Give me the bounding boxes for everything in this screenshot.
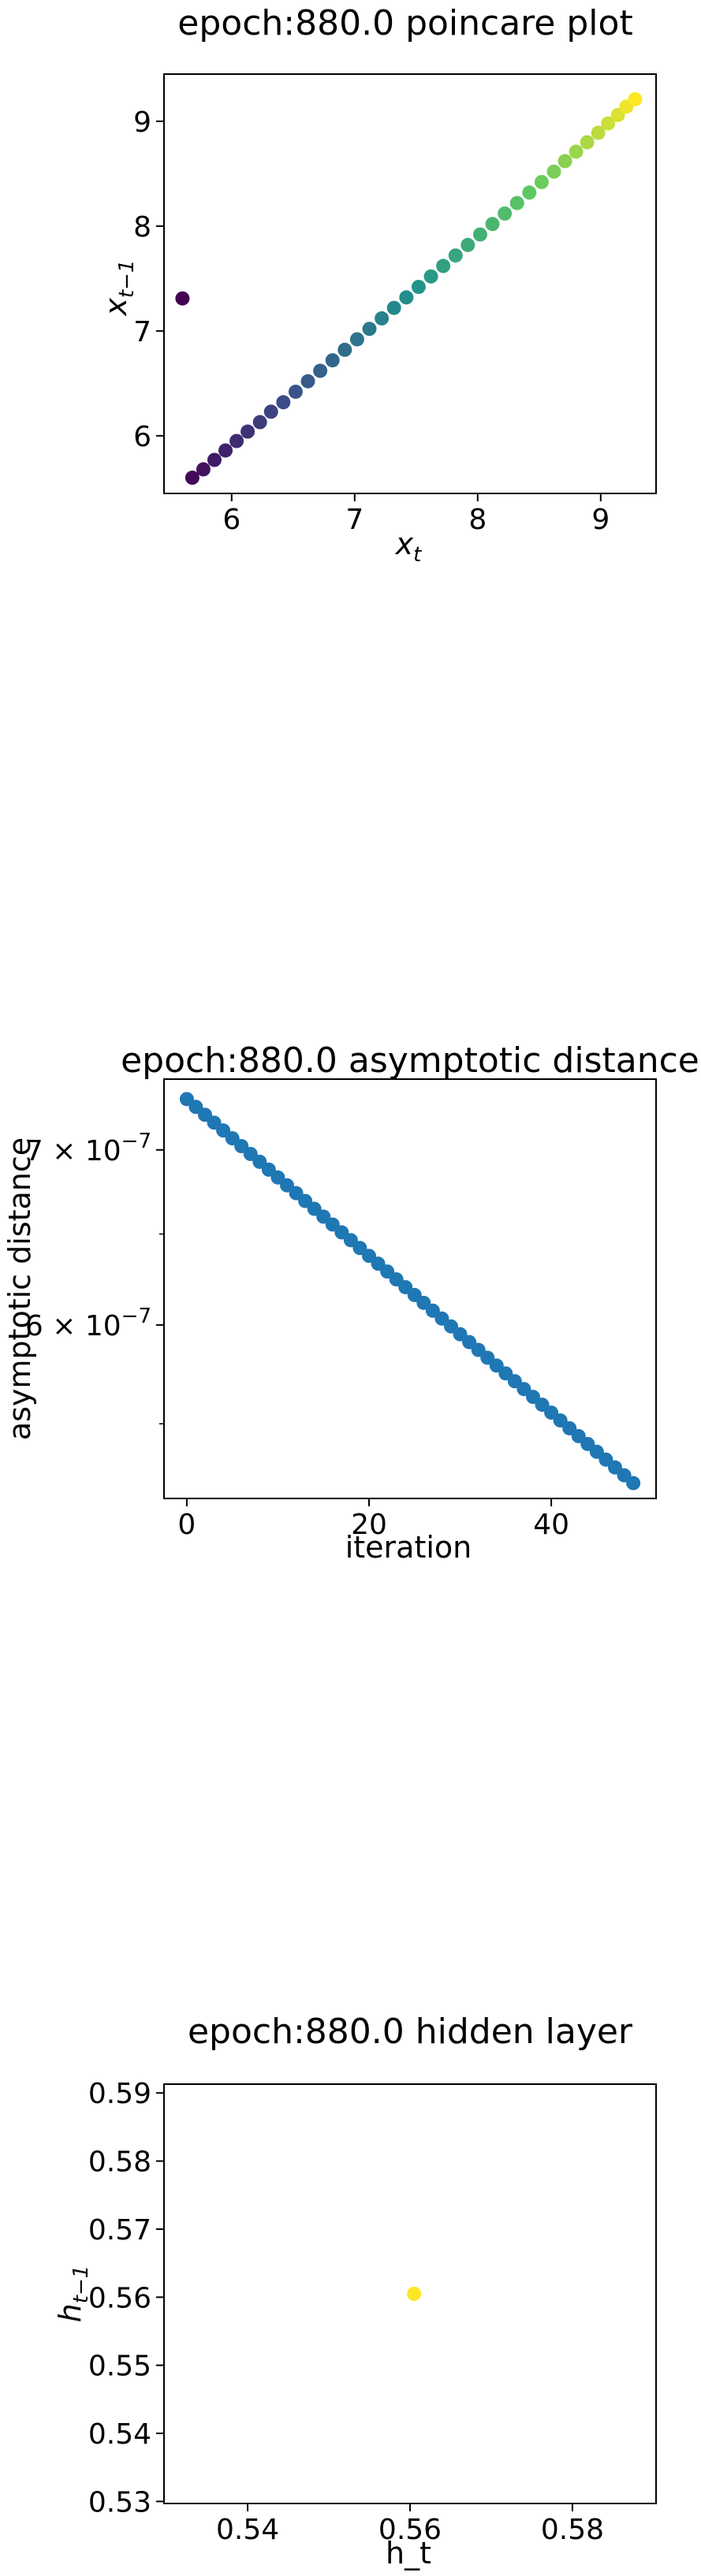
data-point <box>436 259 451 274</box>
y-tick-label: 7 × 10−7 <box>25 1130 151 1167</box>
data-point <box>288 384 303 399</box>
x-tick-label: 20 <box>351 1509 387 1541</box>
data-point <box>241 424 255 439</box>
data-point <box>509 195 524 210</box>
y-tick-label: 6 × 10−7 <box>25 1305 151 1342</box>
data-point <box>337 342 352 357</box>
data-point <box>411 279 426 294</box>
data-point <box>276 395 291 410</box>
hidden-layer-chart: epoch:880.0 hidden layer 0.54 0.56 0.58 0.5… <box>53 2012 657 2570</box>
poincare-xlabel: xt <box>395 527 423 567</box>
data-point <box>557 154 572 169</box>
data-point <box>498 206 513 221</box>
y-tick-label: 0.57 <box>88 2214 151 2247</box>
y-tick-label: 7 <box>133 316 151 348</box>
data-point <box>375 311 390 326</box>
poincare-ylabel: xt−1 <box>99 259 139 316</box>
data-point <box>386 300 401 315</box>
data-point <box>207 452 222 467</box>
data-point <box>313 363 328 378</box>
asymptotic-plot-frame <box>163 1078 657 1499</box>
asymptotic-chart: epoch:880.0 asymptotic distance 0 20 40 7 ×… <box>2 1040 699 1565</box>
x-tick-label: 9 <box>591 504 610 536</box>
data-point <box>263 404 278 419</box>
data-point <box>218 443 233 458</box>
data-point <box>423 269 438 284</box>
data-point <box>460 237 475 252</box>
x-tick-label: 7 <box>345 504 364 536</box>
data-point <box>485 217 500 232</box>
data-point <box>349 332 364 347</box>
data-point <box>569 144 584 159</box>
y-tick-label: 0.53 <box>88 2486 151 2518</box>
data-point <box>580 135 595 150</box>
x-tick-label: 6 <box>222 504 241 536</box>
data-point <box>325 353 340 368</box>
data-point <box>185 471 199 486</box>
hidden-layer-xlabel: h_t <box>386 2536 431 2570</box>
data-point <box>546 164 561 179</box>
data-point <box>448 248 463 263</box>
y-tick-label: 6 <box>133 421 151 453</box>
data-point <box>601 116 616 131</box>
data-point <box>472 227 487 242</box>
asymptotic-title: epoch:880.0 asymptotic distance <box>121 1040 699 1081</box>
y-tick-label: 0.59 <box>88 2078 151 2110</box>
poincare-title: epoch:880.0 poincare plot <box>177 3 632 43</box>
y-tick-label: 8 <box>133 211 151 244</box>
asymptotic-ylabel: asymptotic distance <box>2 1137 37 1440</box>
x-tick-label: 0.56 <box>378 2514 442 2546</box>
y-tick-label: 9 <box>133 106 151 139</box>
hidden-layer-plot-frame <box>163 2083 657 2504</box>
data-point <box>534 174 549 189</box>
data-point <box>300 374 315 389</box>
y-tick-label: 0.55 <box>88 2351 151 2383</box>
data-point <box>628 91 643 106</box>
data-point <box>626 1476 641 1491</box>
data-point <box>407 2287 422 2301</box>
data-point <box>196 462 211 477</box>
data-point <box>591 125 606 140</box>
data-point <box>522 185 537 200</box>
y-tick-label: 0.56 <box>88 2282 151 2314</box>
y-tick-label: 0.58 <box>88 2146 151 2179</box>
data-point <box>175 291 190 306</box>
hidden-layer-title: epoch:880.0 hidden layer <box>188 2012 633 2052</box>
data-point <box>399 290 414 305</box>
data-point <box>229 434 244 449</box>
x-tick-label: 8 <box>468 504 487 536</box>
data-point <box>252 415 267 430</box>
x-tick-label: 0.54 <box>216 2514 279 2546</box>
x-tick-label: 0.58 <box>541 2514 604 2546</box>
x-tick-label: 40 <box>533 1509 569 1541</box>
x-tick-label: 0 <box>177 1509 196 1541</box>
y-tick-label: 0.54 <box>88 2418 151 2451</box>
hidden-layer-ylabel: ht−1 <box>53 2265 93 2323</box>
data-point <box>362 322 377 337</box>
poincare-plot-frame <box>163 73 657 494</box>
poincare-chart: epoch:880.0 poincare plot 6 7 8 9 6 7 8 9 xt xt… <box>99 3 657 567</box>
asymptotic-xlabel: iteration <box>345 1530 472 1565</box>
